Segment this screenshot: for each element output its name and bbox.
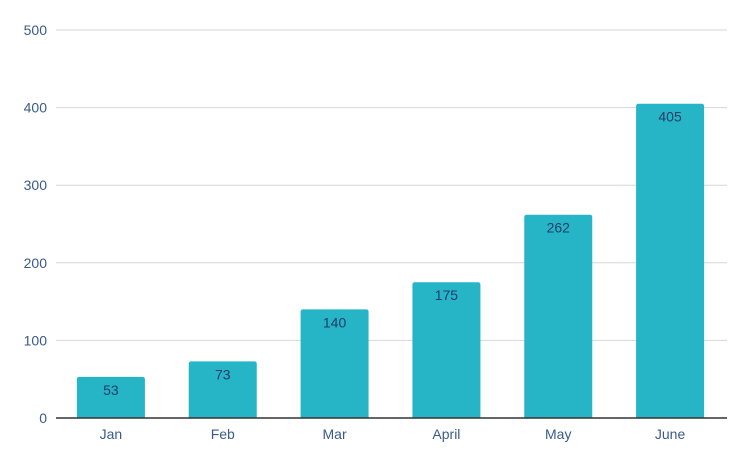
y-tick-label: 300 <box>24 177 48 193</box>
data-labels: 53 73 140 175 262 405 <box>103 109 682 398</box>
bar-mar <box>300 309 369 418</box>
x-tick-label: May <box>545 426 571 442</box>
bar-jan <box>76 376 145 418</box>
data-label: 405 <box>658 109 682 125</box>
data-label: 140 <box>323 314 347 330</box>
x-tick-label: Mar <box>323 426 347 442</box>
x-tick-label: June <box>655 426 686 442</box>
bar-april <box>412 282 481 418</box>
y-tick-label: 200 <box>24 255 48 271</box>
bars <box>76 103 705 418</box>
y-tick-label: 100 <box>24 332 48 348</box>
data-label: 175 <box>435 287 459 303</box>
data-label: 73 <box>215 366 231 382</box>
x-tick-label: Feb <box>211 426 235 442</box>
y-tick-label: 0 <box>39 410 47 426</box>
gridlines <box>56 29 727 341</box>
x-tick-label: April <box>432 426 460 442</box>
bar-may <box>524 214 593 418</box>
y-tick-label: 500 <box>24 22 48 38</box>
y-tick-label: 400 <box>24 100 48 116</box>
data-label: 53 <box>103 382 119 398</box>
x-axis-tick-labels: Jan Feb Mar April May June <box>100 426 686 442</box>
data-label: 262 <box>547 220 571 236</box>
bar-feb <box>188 361 257 418</box>
x-tick-label: Jan <box>100 426 123 442</box>
y-axis-tick-labels: 0 100 200 300 400 500 <box>24 22 48 426</box>
bar-june <box>636 103 705 418</box>
